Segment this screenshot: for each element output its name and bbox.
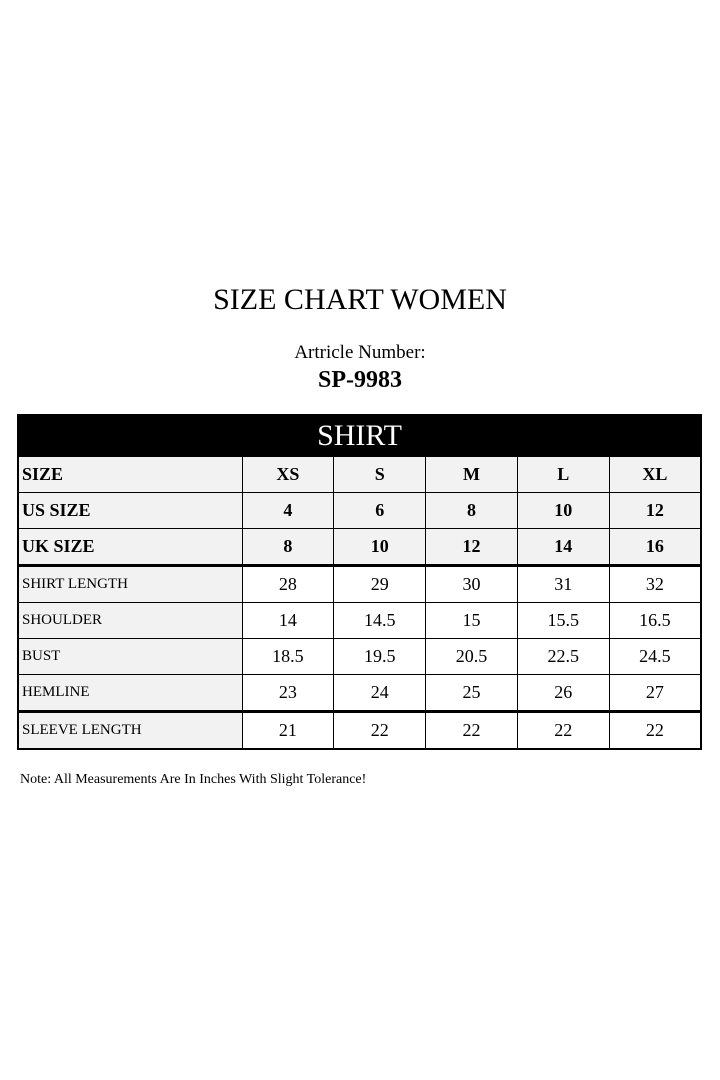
table-cell: 8: [425, 492, 518, 529]
table-cell: 25: [425, 674, 518, 712]
table-row: SHOULDER 14 14.5 15 15.5 16.5: [17, 602, 702, 639]
table-cell: 6: [333, 492, 427, 529]
section-header: SHIRT: [18, 415, 701, 457]
table-cell: 18.5: [241, 638, 335, 675]
note-text: Note: All Measurements Are In Inches Wit…: [20, 772, 367, 787]
table-cell: 27: [608, 674, 702, 712]
table-cell: 24: [333, 674, 427, 712]
row-label: SHIRT LENGTH: [17, 564, 243, 603]
row-label: SIZE: [17, 456, 243, 493]
table-cell: 14.5: [333, 602, 427, 639]
table-cell: M: [425, 456, 518, 493]
row-label: UK SIZE: [17, 528, 243, 566]
table-cell: 22: [608, 710, 702, 750]
table-cell: 29: [333, 564, 427, 603]
row-label: SLEEVE LENGTH: [17, 710, 243, 750]
table-row: SHIRT LENGTH 28 29 30 31 32: [17, 564, 702, 603]
table-cell: 12: [425, 528, 518, 566]
table-cell: 10: [516, 492, 610, 529]
size-chart-table: SHIRT SIZE XS S M L XL US SIZE 4 6 8 10 12 UK SIZE 8 1…: [17, 414, 702, 750]
row-label: BUST: [17, 638, 243, 675]
table-cell: 22.5: [516, 638, 610, 675]
table-row: SIZE XS S M L XL: [17, 456, 702, 493]
table-cell: 12: [608, 492, 702, 529]
table-cell: 4: [241, 492, 335, 529]
article-number: SP-9983: [318, 367, 402, 393]
table-row: BUST 18.5 19.5 20.5 22.5 24.5: [17, 638, 702, 675]
row-label: SHOULDER: [17, 602, 243, 639]
table-cell: 14: [241, 602, 335, 639]
table-cell: 26: [516, 674, 610, 712]
table-cell: 28: [241, 564, 335, 603]
table-cell: 23: [241, 674, 335, 712]
table-cell: 20.5: [425, 638, 518, 675]
table-cell: 32: [608, 564, 702, 603]
page-title: SIZE CHART WOMEN: [213, 283, 507, 316]
table-cell: 14: [516, 528, 610, 566]
table-cell: 30: [425, 564, 518, 603]
row-label: HEMLINE: [17, 674, 243, 712]
table-cell: 21: [241, 710, 335, 750]
table-row: US SIZE 4 6 8 10 12: [17, 492, 702, 529]
table-cell: 15: [425, 602, 518, 639]
table-cell: 24.5: [608, 638, 702, 675]
table-cell: 22: [333, 710, 427, 750]
table-cell: 8: [241, 528, 335, 566]
article-number-label: Artricle Number:: [294, 342, 426, 363]
table-cell: 31: [516, 564, 610, 603]
table-row: SLEEVE LENGTH 21 22 22 22 22: [17, 710, 702, 750]
table-cell: 22: [516, 710, 610, 750]
table-cell: XL: [608, 456, 702, 493]
table-cell: 15.5: [516, 602, 610, 639]
table-cell: 16: [608, 528, 702, 566]
table-cell: XS: [241, 456, 335, 493]
table-row: HEMLINE 23 24 25 26 27: [17, 674, 702, 712]
table-cell: 19.5: [333, 638, 427, 675]
table-cell: 10: [333, 528, 427, 566]
table-cell: 16.5: [608, 602, 702, 639]
table-cell: 22: [425, 710, 518, 750]
row-label: US SIZE: [17, 492, 243, 529]
table-cell: L: [516, 456, 610, 493]
table-row: UK SIZE 8 10 12 14 16: [17, 528, 702, 566]
table-cell: S: [333, 456, 427, 493]
